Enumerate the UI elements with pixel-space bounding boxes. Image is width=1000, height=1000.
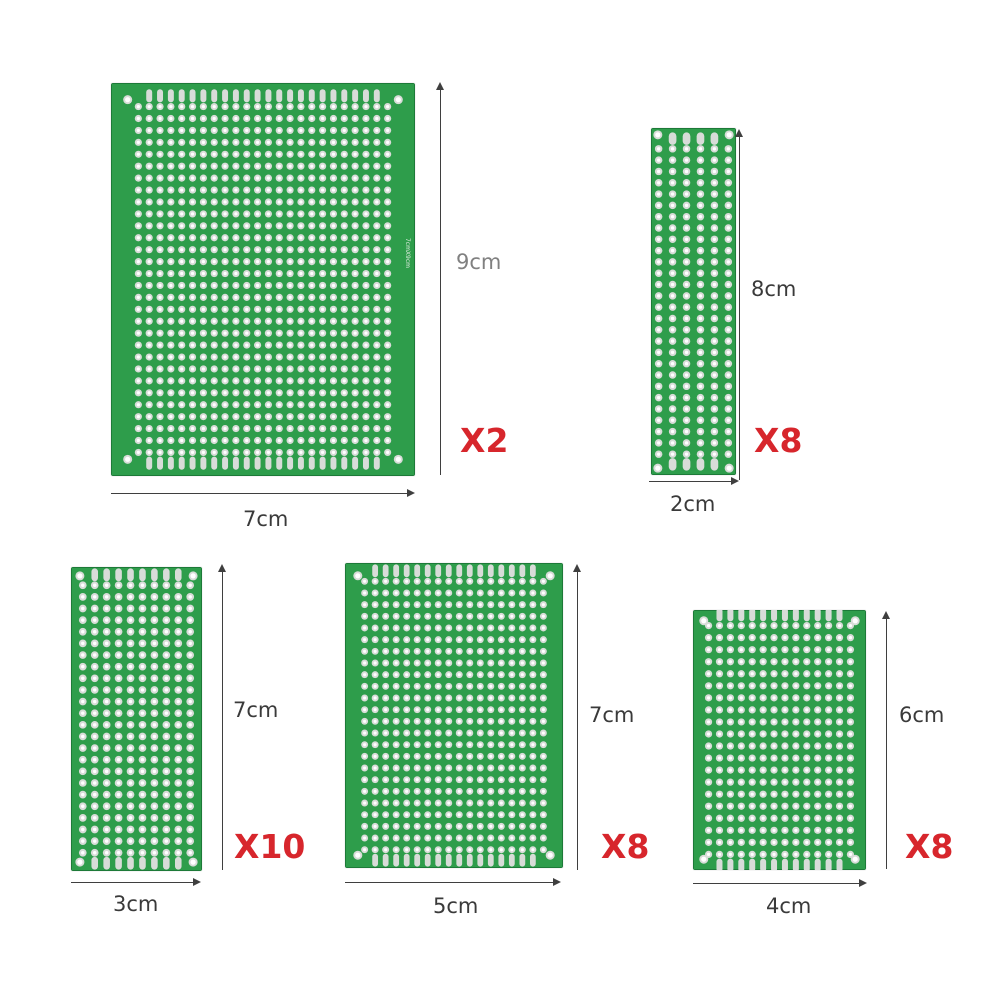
width-dimension-line <box>71 882 193 883</box>
arrow-up-icon <box>436 82 444 90</box>
width-label: 3cm <box>113 892 159 916</box>
quantity-label: X8 <box>754 421 803 460</box>
arrow-right-icon <box>407 489 415 497</box>
quantity-label: X10 <box>234 827 306 866</box>
width-label: 2cm <box>670 492 716 516</box>
width-label: 5cm <box>433 894 479 918</box>
pcb-pattern <box>651 128 736 475</box>
quantity-label: X2 <box>460 421 509 460</box>
quantity-label: X8 <box>601 827 650 866</box>
width-dimension-line <box>345 882 553 883</box>
arrow-right-icon <box>193 878 201 886</box>
pcb-board-3x7 <box>71 567 202 871</box>
height-dimension-line <box>440 88 441 475</box>
arrow-up-icon <box>218 564 226 572</box>
height-label: 7cm <box>589 703 635 727</box>
arrow-up-icon <box>882 611 890 619</box>
width-dimension-line <box>649 481 731 482</box>
quantity-label: X8 <box>905 827 954 866</box>
height-dimension-line <box>577 570 578 870</box>
arrow-up-icon <box>735 129 743 137</box>
pcb-board-4x6 <box>693 610 866 870</box>
height-dimension-line <box>886 617 887 869</box>
pcb-pattern <box>345 563 563 868</box>
pcb-pattern <box>111 83 415 476</box>
height-dimension-line <box>222 570 223 870</box>
width-label: 7cm <box>243 507 289 531</box>
pcb-board-7x9: 7cmX9cm <box>111 83 415 476</box>
pcb-pattern <box>71 567 202 871</box>
height-label: 6cm <box>899 703 945 727</box>
arrow-right-icon <box>553 878 561 886</box>
width-label: 4cm <box>766 894 812 918</box>
width-dimension-line <box>111 493 407 494</box>
pcb-pattern <box>693 610 866 870</box>
arrow-right-icon <box>731 477 739 485</box>
board-print-text: 7cmX9cm <box>403 237 411 268</box>
arrow-up-icon <box>573 564 581 572</box>
height-dimension-line <box>739 135 740 480</box>
height-label: 8cm <box>751 277 797 301</box>
pcb-board-2x8 <box>651 128 736 475</box>
height-label: 7cm <box>233 698 279 722</box>
arrow-right-icon <box>859 879 867 887</box>
width-dimension-line <box>693 883 859 884</box>
pcb-board-5x7 <box>345 563 563 868</box>
height-label: 9cm <box>456 250 502 274</box>
